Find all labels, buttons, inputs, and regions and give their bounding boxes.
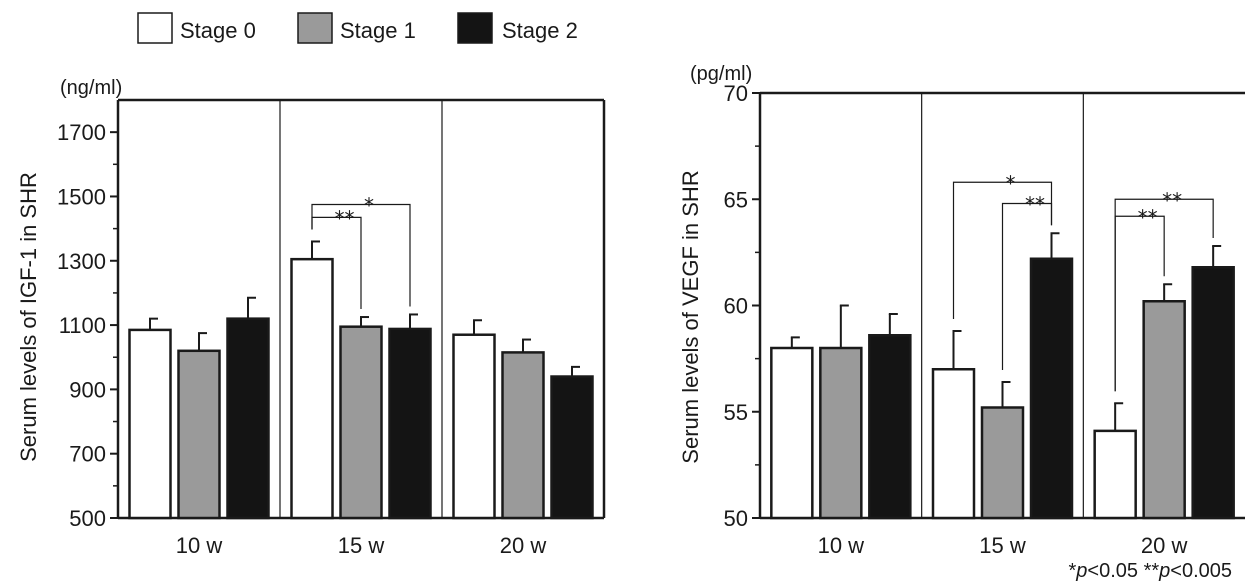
vegf-x-category-label: 15 w [979, 533, 1026, 558]
legend-swatch-stage-2 [457, 12, 493, 44]
igf1-bar-stage-2 [226, 317, 270, 520]
igf1-bar-stage-1 [339, 325, 383, 520]
igf1-x-category-label: 15 w [338, 533, 385, 558]
vegf-x-category-label: 20 w [1141, 533, 1188, 558]
vegf-bar-stage-0 [770, 346, 814, 520]
igf1-y-tick-label: 1100 [59, 313, 106, 338]
vegf-bar-stage-1 [1142, 300, 1186, 520]
vegf-y-tick-label: 70 [724, 81, 748, 106]
vegf-bar-stage-1 [980, 406, 1025, 520]
igf1-y-axis-title: Serum levels of IGF-1 in SHR [16, 172, 41, 462]
vegf-bar-stage-2 [868, 334, 912, 520]
legend-label-stage-1: Stage 1 [340, 18, 416, 43]
legend-swatch-stage-1 [297, 12, 333, 44]
legend-swatch-stage-0 [137, 12, 173, 44]
legend: Stage 0 Stage 1 Stage 2 [137, 12, 578, 44]
vegf-significance-label: ** [1162, 188, 1182, 212]
igf1-unit-label: (ng/ml) [60, 77, 122, 99]
vegf-y-axis-title: Serum levels of VEGF in SHR [678, 170, 703, 463]
significance-footnote: *p<0.05 **p<0.005 [1068, 560, 1232, 582]
igf1-bar-stage-2 [550, 375, 594, 520]
igf1-y-tick-label: 500 [69, 506, 106, 531]
legend-label-stage-0: Stage 0 [180, 18, 256, 43]
vegf-y-tick-label: 50 [724, 506, 748, 531]
igf1-bar-stage-0 [128, 328, 172, 520]
legend-label-stage-2: Stage 2 [502, 18, 578, 43]
vegf-bar-stage-1 [819, 346, 863, 520]
igf1-significance-label: * [364, 194, 374, 218]
igf1-chart: (ng/ml) Serum levels of IGF-1 in SHR 500… [16, 77, 606, 558]
vegf-x-category-label: 10 w [818, 533, 865, 558]
vegf-significance-bracket [952, 181, 1053, 319]
vegf-significance-label: ** [1025, 193, 1045, 217]
igf1-x-category-label: 10 w [176, 533, 223, 558]
igf1-y-tick-label: 1300 [57, 249, 106, 274]
vegf-significance-label: ** [1138, 205, 1158, 229]
igf1-significance-label: ** [335, 206, 355, 230]
vegf-y-tick-label: 60 [724, 294, 748, 319]
igf1-y-tick-label: 1700 [57, 120, 106, 145]
igf1-bar-stage-0 [290, 257, 334, 520]
igf1-y-tick-label: 900 [69, 377, 106, 402]
vegf-y-tick-label: 65 [724, 187, 748, 212]
vegf-bar-stage-2 [1191, 266, 1235, 520]
vegf-bar-stage-0 [931, 368, 976, 520]
igf1-significance-bracket [311, 203, 411, 307]
vegf-bar-stage-2 [1029, 257, 1074, 520]
vegf-significance-label: * [1006, 171, 1016, 195]
igf1-x-category-label: 20 w [500, 533, 547, 558]
vegf-unit-label: (pg/ml) [690, 63, 752, 85]
igf1-y-tick-label: 1500 [57, 184, 106, 209]
vegf-bar-stage-0 [1093, 429, 1137, 520]
igf1-y-tick-label: 700 [69, 442, 106, 467]
igf1-bar-stage-0 [452, 333, 496, 520]
vegf-y-tick-label: 55 [724, 400, 748, 425]
vegf-significance-bracket [1114, 198, 1214, 392]
igf1-bar-stage-2 [388, 327, 432, 520]
igf1-bar-stage-1 [177, 349, 221, 520]
igf1-bar-stage-1 [501, 351, 545, 520]
vegf-chart: (pg/ml) Serum levels of VEGF in SHR 50 55… [678, 63, 1245, 558]
